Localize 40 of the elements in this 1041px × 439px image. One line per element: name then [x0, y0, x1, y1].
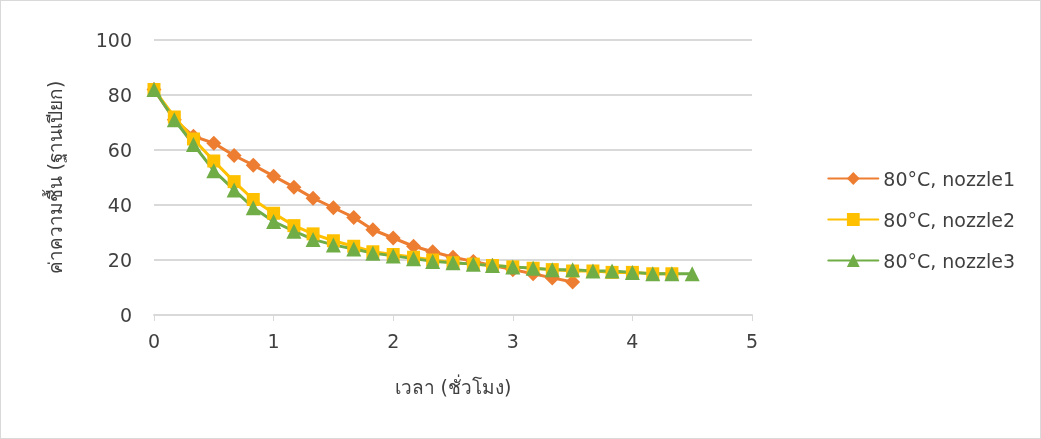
point: [246, 193, 260, 206]
point: [346, 209, 362, 225]
y-tick-label: 0: [119, 304, 132, 326]
point: [286, 223, 302, 239]
x-axis-title: เวลา (ชั่วโมง): [394, 373, 512, 398]
point: [266, 214, 282, 229]
point: [385, 230, 401, 246]
x-tick-label: 3: [506, 329, 519, 352]
point: [206, 163, 222, 179]
x-tick-label: 5: [745, 329, 759, 352]
y-axis-title: ค่าความชื้น (ฐานเปียก): [41, 80, 67, 275]
legend-label: 80°C, nozzle1: [883, 167, 1016, 190]
point: [226, 182, 242, 198]
point: [305, 231, 321, 247]
y-tick-label: 80: [107, 84, 132, 106]
y-tick-label: 40: [107, 194, 132, 216]
point: [325, 237, 341, 253]
x-tick-label: 0: [147, 329, 161, 352]
point: [684, 266, 700, 282]
y-tick-label: 20: [107, 249, 132, 271]
point: [365, 222, 381, 238]
point: [325, 200, 341, 216]
legend-label: 80°C, nozzle3: [883, 249, 1016, 272]
point: [206, 135, 222, 151]
point: [266, 168, 282, 184]
x-tick-label: 1: [267, 329, 280, 352]
y-tick-label: 100: [95, 29, 132, 51]
legend-label: 80°C, nozzle2: [883, 208, 1016, 231]
point: [227, 175, 241, 189]
point: [207, 154, 221, 168]
y-tick-label: 60: [107, 139, 132, 161]
point: [185, 137, 201, 152]
point: [305, 190, 321, 206]
point: [245, 200, 261, 216]
point: [286, 179, 302, 195]
x-tick-label: 4: [626, 329, 639, 352]
point: [346, 241, 362, 257]
point: [226, 148, 242, 163]
x-tick-label: 2: [387, 329, 400, 352]
point: [245, 157, 261, 173]
